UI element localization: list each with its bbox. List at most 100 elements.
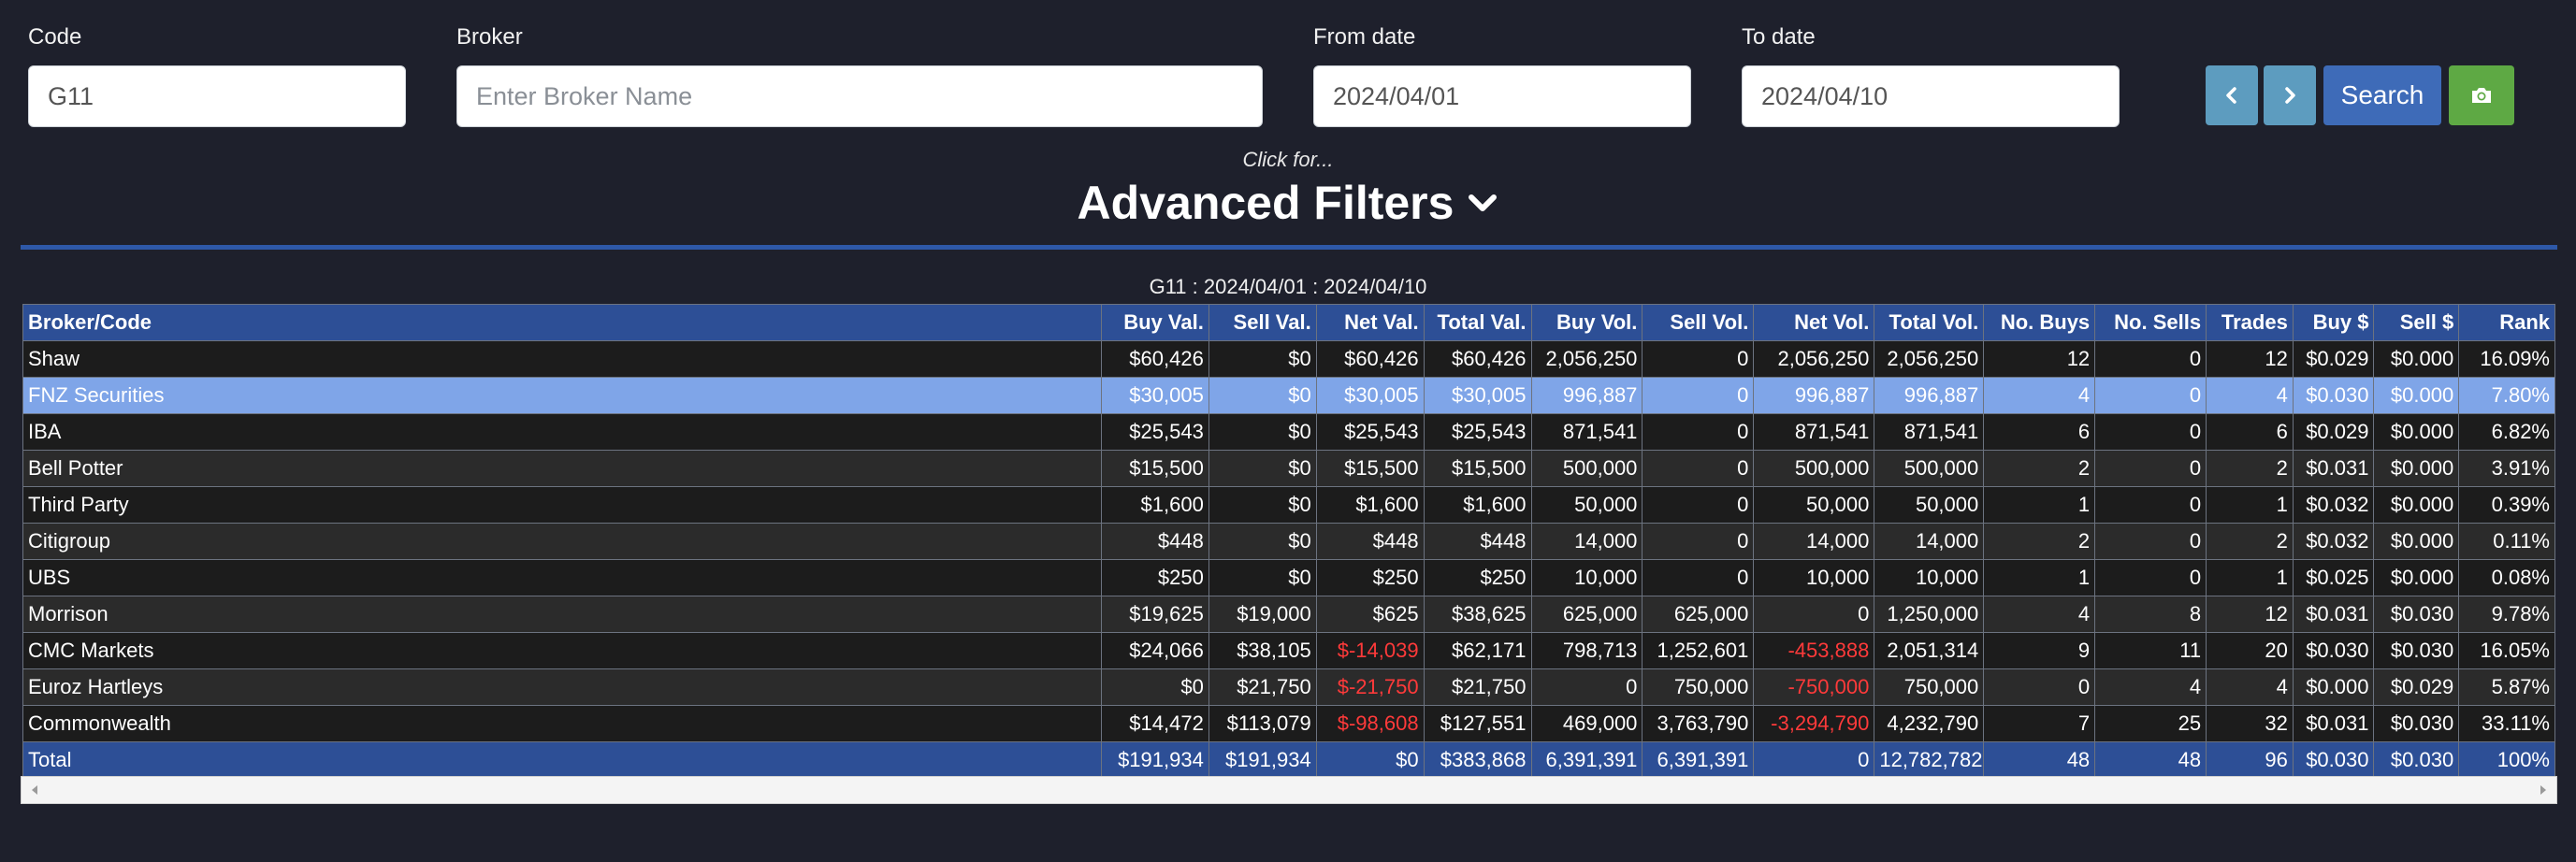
table-cell: $191,934 — [1208, 741, 1317, 779]
table-row[interactable]: Third Party $1,600 $0 $1,600 $1,600 50,000 0 50… — [22, 486, 2555, 524]
column-header[interactable]: Buy Vol. — [1530, 304, 1643, 341]
table-cell: 0 — [2094, 340, 2207, 378]
broker-table: Broker/Code Buy Val. Sell Val. Net Val. Tota… — [22, 304, 2555, 779]
table-cell: $127,551 — [1423, 705, 1532, 742]
previous-button[interactable] — [2206, 65, 2258, 125]
table-cell: $0.031 — [2292, 705, 2375, 742]
next-button[interactable] — [2264, 65, 2316, 125]
column-header[interactable]: Trades — [2206, 304, 2294, 341]
table-row[interactable]: UBS $250 $0 $250 $250 10,000 0 10,000 10,000 1 0 1 $… — [22, 559, 2555, 596]
to-date-input[interactable] — [1742, 65, 2120, 127]
table-cell: 16.09% — [2458, 340, 2555, 378]
horizontal-scrollbar[interactable] — [21, 776, 2557, 804]
table-row[interactable]: Morrison $19,625 $19,000 $625 $38,625 625,000… — [22, 596, 2555, 633]
scroll-left-icon[interactable] — [23, 777, 46, 803]
table-cell: 25 — [2094, 705, 2207, 742]
table-cell: 1,252,601 — [1642, 632, 1755, 669]
search-button[interactable]: Search — [2323, 65, 2441, 125]
table-cell: $0.000 — [2373, 486, 2460, 524]
from-date-label: From date — [1313, 24, 1416, 50]
table-cell: $60,426 — [1100, 340, 1209, 378]
table-cell: 469,000 — [1530, 705, 1643, 742]
column-header[interactable]: Total Val. — [1423, 304, 1532, 341]
table-row[interactable]: IBA $25,543 $0 $25,543 $25,543 871,541 0 871,54… — [22, 413, 2555, 451]
table-cell: $0.000 — [2373, 377, 2460, 414]
table-cell: 0 — [1642, 486, 1755, 524]
column-header[interactable]: Buy $ — [2292, 304, 2375, 341]
column-header[interactable]: Sell Vol. — [1642, 304, 1755, 341]
table-cell: $0.000 — [2292, 668, 2375, 706]
table-cell: $448 — [1100, 523, 1209, 560]
table-cell: 33.11% — [2458, 705, 2555, 742]
column-header[interactable]: Net Val. — [1315, 304, 1425, 341]
table-cell: 0 — [1642, 450, 1755, 487]
table-cell: $0 — [1208, 450, 1317, 487]
table-cell: 9.78% — [2458, 596, 2555, 633]
table-cell: 12 — [2206, 340, 2294, 378]
from-date-input[interactable] — [1313, 65, 1691, 127]
table-cell: $15,500 — [1315, 450, 1425, 487]
table-cell: 4 — [1983, 596, 2096, 633]
table-row[interactable]: Citigroup $448 $0 $448 $448 14,000 0 14,000 14,0… — [22, 523, 2555, 560]
advanced-filters-toggle[interactable]: Advanced Filters — [0, 176, 2576, 230]
table-cell: $250 — [1423, 559, 1532, 596]
broker-input[interactable] — [456, 65, 1263, 127]
code-input[interactable] — [28, 65, 406, 127]
table-cell: 50,000 — [1753, 486, 1875, 524]
table-cell: 50,000 — [1874, 486, 1985, 524]
table-cell: 871,541 — [1530, 413, 1643, 451]
table-cell: $0.030 — [2292, 741, 2375, 779]
chevron-right-icon — [2285, 87, 2295, 104]
table-cell: $15,500 — [1423, 450, 1532, 487]
table-cell: 0 — [2094, 523, 2207, 560]
table-cell: 2 — [1983, 523, 2096, 560]
table-cell: 1 — [2206, 486, 2294, 524]
scroll-right-icon[interactable] — [2532, 777, 2554, 803]
column-header[interactable]: Buy Val. — [1100, 304, 1209, 341]
table-cell: $113,079 — [1208, 705, 1317, 742]
table-cell: 798,713 — [1530, 632, 1643, 669]
table-cell: 6 — [1983, 413, 2096, 451]
table-cell: $0.000 — [2373, 523, 2460, 560]
table-row[interactable]: Euroz Hartleys $0 $21,750 $-21,750 $21,750 0 7… — [22, 668, 2555, 706]
table-cell: $38,625 — [1423, 596, 1532, 633]
broker-name-cell: UBS — [22, 559, 1102, 596]
table-cell: 6,391,391 — [1642, 741, 1755, 779]
column-header[interactable]: Sell Val. — [1208, 304, 1317, 341]
column-header[interactable]: Broker/Code — [22, 304, 1102, 341]
table-row[interactable]: Shaw $60,426 $0 $60,426 $60,426 2,056,250 0 2,0… — [22, 340, 2555, 378]
table-cell: 0 — [1753, 741, 1875, 779]
broker-name-cell: FNZ Securities — [22, 377, 1102, 414]
column-header[interactable]: No. Sells — [2094, 304, 2207, 341]
column-header[interactable]: Sell $ — [2373, 304, 2460, 341]
table-cell: 5.87% — [2458, 668, 2555, 706]
table-cell: $0.029 — [2292, 340, 2375, 378]
column-header[interactable]: No. Buys — [1983, 304, 2096, 341]
table-cell: 2,056,250 — [1753, 340, 1875, 378]
column-header[interactable]: Total Vol. — [1874, 304, 1985, 341]
table-cell: $30,005 — [1315, 377, 1425, 414]
camera-icon — [2472, 88, 2491, 103]
table-cell: 2,056,250 — [1874, 340, 1985, 378]
table-cell: $0.029 — [2373, 668, 2460, 706]
table-cell: $0.025 — [2292, 559, 2375, 596]
screenshot-button[interactable] — [2449, 65, 2514, 125]
table-cell: 2 — [1983, 450, 2096, 487]
table-row[interactable]: Commonwealth $14,472 $113,079 $-98,608 $127,… — [22, 705, 2555, 742]
table-cell: $0.030 — [2292, 632, 2375, 669]
column-header[interactable]: Rank — [2458, 304, 2555, 341]
table-row[interactable]: FNZ Securities $30,005 $0 $30,005 $30,005 996… — [22, 377, 2555, 414]
table-cell: 0 — [2094, 450, 2207, 487]
table-cell: $0.030 — [2373, 705, 2460, 742]
table-total-row[interactable]: Total $191,934 $191,934 $0 $383,868 6,391,391… — [22, 741, 2555, 779]
table-cell: 2,056,250 — [1530, 340, 1643, 378]
table-cell: $1,600 — [1423, 486, 1532, 524]
table-row[interactable]: Bell Potter $15,500 $0 $15,500 $15,500 500,00… — [22, 450, 2555, 487]
table-cell: $30,005 — [1423, 377, 1532, 414]
broker-name-cell: Commonwealth — [22, 705, 1102, 742]
table-cell: 0 — [1642, 559, 1755, 596]
column-header[interactable]: Net Vol. — [1753, 304, 1875, 341]
broker-name-cell: Euroz Hartleys — [22, 668, 1102, 706]
table-row[interactable]: CMC Markets $24,066 $38,105 $-14,039 $62,171… — [22, 632, 2555, 669]
table-cell: 1 — [1983, 486, 2096, 524]
